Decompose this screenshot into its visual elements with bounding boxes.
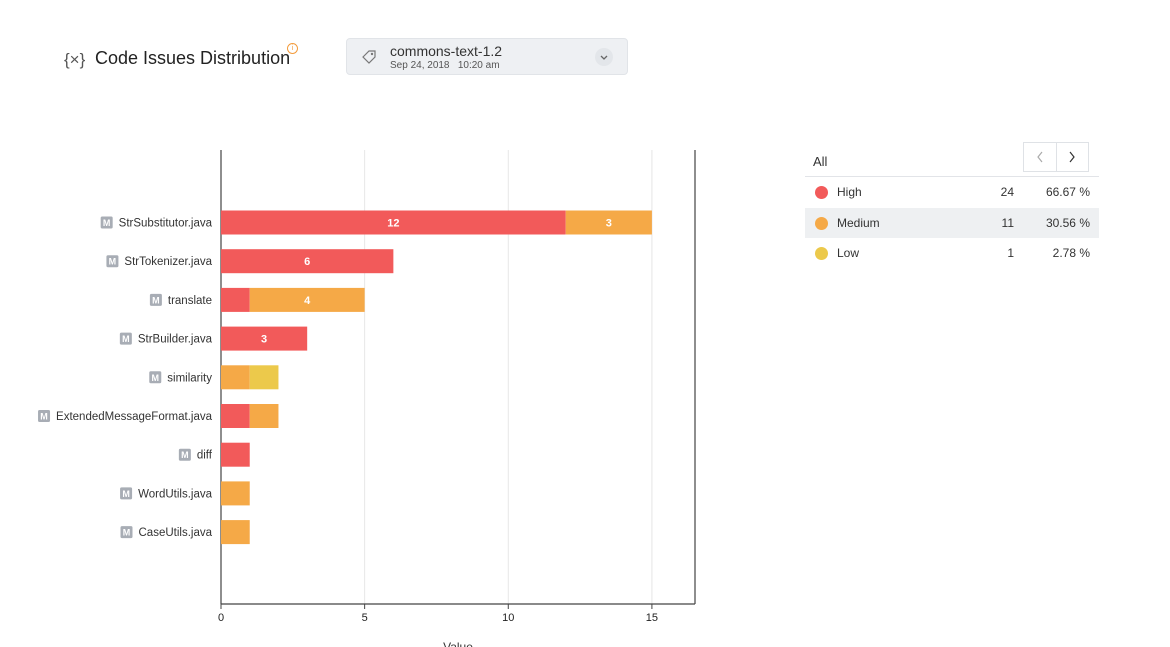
legend-percent: 2.78 % bbox=[1052, 246, 1090, 260]
category-label: diff bbox=[197, 450, 213, 462]
bar-data-label: 3 bbox=[261, 334, 267, 346]
category-label: CaseUtils.java bbox=[139, 527, 213, 539]
issues-bar-chart: 0 5 10 15 Value StrSubstitutor.java M 12 3 StrTok… bbox=[38, 150, 696, 647]
bar-medium bbox=[221, 365, 250, 390]
module-badge bbox=[120, 526, 133, 539]
module-badge bbox=[149, 293, 162, 306]
x-tick-label: 5 bbox=[362, 612, 368, 624]
bar-high bbox=[221, 287, 250, 312]
legend-count: 1 bbox=[1007, 246, 1014, 260]
x-axis-title: Value bbox=[443, 640, 473, 647]
legend-item-medium[interactable]: Medium 11 30.56 % bbox=[805, 207, 1099, 238]
legend-dot-medium bbox=[815, 216, 828, 230]
category-label: similarity bbox=[167, 372, 212, 384]
chevron-down-icon[interactable] bbox=[595, 48, 613, 66]
module-badge-text: M bbox=[152, 373, 160, 383]
legend-count: 11 bbox=[1001, 215, 1014, 230]
bar-medium bbox=[221, 520, 250, 545]
bar-high bbox=[221, 442, 250, 467]
x-tick-label: 10 bbox=[502, 612, 514, 624]
category-label: StrSubstitutor.java bbox=[119, 218, 213, 230]
legend-dot-low bbox=[815, 247, 828, 260]
version-name: commons-text-1.2 bbox=[390, 43, 503, 59]
module-badge bbox=[106, 255, 119, 268]
module-badge bbox=[178, 448, 191, 461]
category-label: translate bbox=[168, 295, 212, 307]
page-title: Code Issues Distribution bbox=[95, 48, 291, 68]
legend-item-high[interactable]: High 24 66.67 % bbox=[805, 177, 1099, 208]
x-tick-label: 15 bbox=[646, 612, 658, 624]
category-label: WordUtils.java bbox=[138, 488, 213, 500]
module-badge bbox=[119, 332, 132, 345]
bar-medium bbox=[249, 287, 365, 312]
bar-medium bbox=[249, 404, 279, 428]
bar-medium bbox=[565, 210, 652, 235]
x-tick-label: 0 bbox=[218, 612, 224, 624]
version-date: Sep 24, 2018 10:20 am bbox=[390, 60, 500, 71]
category-label: ExtendedMessageFormat.java bbox=[56, 411, 213, 423]
legend-dot-high bbox=[815, 186, 828, 199]
legend-percent: 66.67 % bbox=[1045, 185, 1090, 199]
version-select[interactable]: commons-text-1.2 Sep 24, 2018 10:20 am bbox=[346, 38, 628, 75]
legend-percent: 30.56 % bbox=[1045, 215, 1090, 230]
legend-name: Low bbox=[837, 246, 860, 260]
module-badge-text: M bbox=[122, 489, 130, 499]
next-page-button[interactable] bbox=[1055, 143, 1089, 171]
module-badge bbox=[38, 410, 51, 422]
bar-data-label: 3 bbox=[606, 218, 612, 230]
legend-all-label: All bbox=[813, 154, 828, 169]
module-badge-text: M bbox=[122, 334, 130, 344]
legend-count: 24 bbox=[1000, 185, 1014, 199]
category-label: StrBuilder.java bbox=[138, 334, 213, 346]
bar-high bbox=[221, 326, 308, 351]
bar-data-label: 6 bbox=[304, 256, 310, 268]
legend-name: Medium bbox=[837, 215, 880, 230]
severity-legend: All High 24 66.67 % Medium 11 30.56 % Lo… bbox=[805, 142, 1099, 269]
prev-page-button[interactable] bbox=[1024, 143, 1056, 171]
module-badge bbox=[100, 216, 113, 229]
category-label: StrTokenizer.java bbox=[124, 256, 212, 268]
bar-medium bbox=[221, 481, 250, 506]
chevron-right-icon bbox=[1069, 151, 1076, 163]
module-badge-text: M bbox=[103, 218, 111, 228]
bar-high bbox=[221, 249, 394, 274]
module-badge bbox=[120, 487, 133, 500]
tag-icon bbox=[362, 50, 376, 64]
bar-data-label: 4 bbox=[304, 295, 311, 307]
module-badge-text: M bbox=[181, 450, 189, 460]
module-badge-text: M bbox=[152, 295, 160, 305]
info-icon[interactable]: i bbox=[287, 43, 298, 54]
bar-low bbox=[249, 365, 279, 390]
bar-high bbox=[221, 404, 250, 428]
module-badge-text: M bbox=[40, 412, 48, 422]
legend-pager bbox=[1023, 142, 1089, 172]
bar-high bbox=[221, 210, 566, 235]
module-badge-text: M bbox=[123, 528, 131, 538]
bar-data-label: 12 bbox=[387, 218, 399, 230]
chevron-left-icon bbox=[1036, 151, 1043, 163]
module-badge bbox=[149, 371, 162, 384]
legend-item-low[interactable]: Low 1 2.78 % bbox=[805, 238, 1099, 269]
legend-name: High bbox=[837, 185, 862, 199]
module-badge-text: M bbox=[109, 257, 117, 267]
variable-icon: {×} bbox=[64, 50, 86, 69]
